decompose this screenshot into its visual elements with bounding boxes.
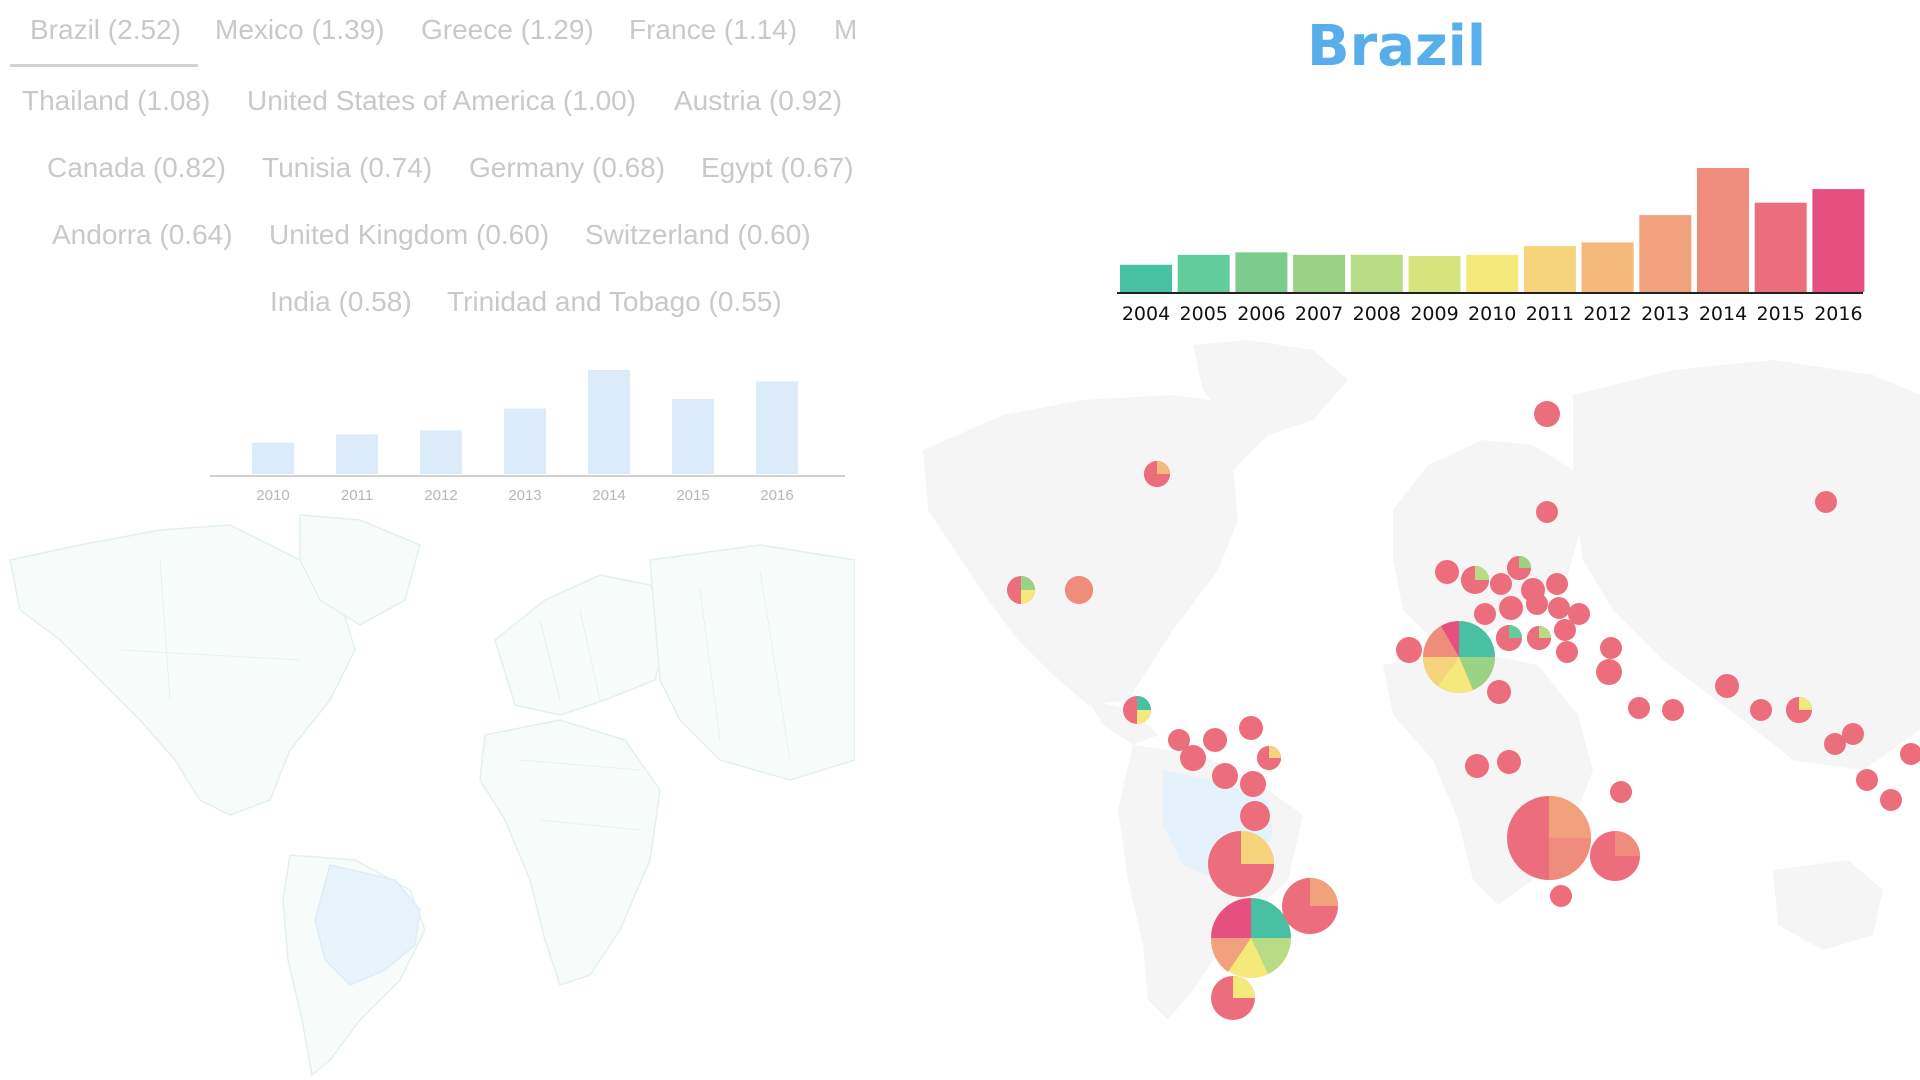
tick-label-2015: 2015 [676, 487, 709, 504]
bar-2010[interactable] [1466, 254, 1519, 292]
left-bar-chart: 2010 2011 2012 2013 2014 2015 2016 [210, 370, 845, 504]
country-title: Brazil [1306, 14, 1487, 79]
country-tab[interactable]: India (0.58) [270, 286, 412, 317]
country-tab[interactable]: Mexico (1.39) [215, 14, 385, 45]
country-tab[interactable]: Andorra (0.64) [52, 219, 233, 250]
country-tab[interactable]: France (1.14) [629, 14, 798, 45]
pie-marker-large-south-america [1210, 898, 1291, 978]
bar-2006[interactable] [1235, 252, 1288, 292]
bar-2016[interactable] [1812, 189, 1865, 292]
pie-marker-large-europe [1423, 621, 1495, 693]
bar-2015[interactable] [1754, 202, 1807, 292]
pie-marker-south-america-3 [1282, 878, 1338, 934]
left-brazil-highlight [314, 864, 421, 986]
country-tab[interactable]: United States of America (1.00) [247, 85, 637, 116]
bar-2011[interactable] [1523, 246, 1576, 292]
tick-label-2016: 2016 [760, 487, 793, 504]
bar-2012[interactable] [1581, 242, 1634, 292]
tick-label-2015: 2015 [1757, 303, 1805, 325]
tick-label-2011: 2011 [341, 487, 373, 504]
pie-marker-africa-2 [1590, 831, 1640, 881]
tick-label-2013: 2013 [508, 487, 541, 504]
country-tab[interactable]: Greece (1.29) [421, 14, 594, 45]
country-tab[interactable]: Tunisia (0.74) [262, 152, 433, 183]
tick-label-2005: 2005 [1180, 303, 1228, 325]
bar-2011[interactable] [336, 434, 378, 474]
pie-marker-small-multicolor [1007, 461, 1812, 770]
tick-label-2010: 2010 [256, 487, 289, 504]
tick-label-2010: 2010 [1468, 303, 1516, 325]
bar-2014[interactable] [1697, 168, 1749, 292]
pie-marker-south-america-4 [1211, 976, 1255, 1020]
tick-label-2008: 2008 [1353, 303, 1401, 325]
bar-2012[interactable] [420, 430, 462, 474]
tick-label-2014: 2014 [1699, 303, 1747, 325]
tick-label-2007: 2007 [1295, 303, 1343, 325]
bar-2016[interactable] [756, 381, 798, 474]
bar-2009[interactable] [1408, 256, 1461, 292]
left-world-map [9, 514, 855, 1077]
city-pie-markers [1007, 401, 1920, 1020]
country-tab[interactable]: Brazil (2.52) [30, 14, 181, 45]
tick-label-2012: 2012 [1583, 303, 1631, 325]
bar-2007[interactable] [1293, 254, 1346, 292]
country-tab[interactable]: Egypt (0.67) [701, 152, 854, 183]
pie-marker-large-africa [1507, 796, 1591, 880]
bar-2010[interactable] [252, 442, 294, 474]
country-tab[interactable]: United Kingdom (0.60) [269, 219, 550, 250]
bar-2014[interactable] [588, 370, 630, 474]
country-tab[interactable]: Germany (0.68) [469, 152, 666, 183]
country-tab[interactable]: Switzerland (0.60) [585, 219, 811, 250]
tick-label-2009: 2009 [1410, 303, 1458, 325]
tick-label-2011: 2011 [1526, 303, 1574, 325]
bar-2008[interactable] [1350, 254, 1403, 292]
bar-2013[interactable] [1639, 215, 1692, 292]
right-panel: Brazil 2004 2005 2006 2007 2008 2009 2010 2011 2… [873, 0, 1920, 1080]
right-world-map [923, 340, 1920, 1020]
country-tab[interactable]: Trinidad and Tobago (0.55) [447, 286, 782, 317]
tick-label-2016: 2016 [1814, 303, 1862, 325]
tick-label-2004: 2004 [1122, 303, 1170, 325]
bar-2004[interactable] [1120, 264, 1172, 292]
tick-label-2012: 2012 [424, 487, 457, 504]
active-tab-underline [10, 64, 198, 67]
tick-label-2013: 2013 [1641, 303, 1689, 325]
tick-label-2014: 2014 [592, 487, 625, 504]
country-tab[interactable]: Canada (0.82) [47, 152, 227, 183]
country-tab[interactable]: Austria (0.92) [674, 85, 843, 116]
bar-2005[interactable] [1177, 254, 1230, 292]
right-bar-chart: 2004 2005 2006 2007 2008 2009 2010 2011 2012 2013… [1117, 168, 1865, 325]
tick-label-2006: 2006 [1237, 303, 1285, 325]
bar-2015[interactable] [672, 399, 714, 474]
bar-2013[interactable] [504, 408, 546, 474]
left-panel: 2010 2011 2012 2013 2014 2015 2016 Brazil (2.5… [0, 0, 855, 1080]
pie-marker-south-america-2 [1208, 831, 1274, 897]
country-tab[interactable]: M [834, 14, 855, 45]
country-tab[interactable]: Thailand (1.08) [22, 85, 211, 116]
